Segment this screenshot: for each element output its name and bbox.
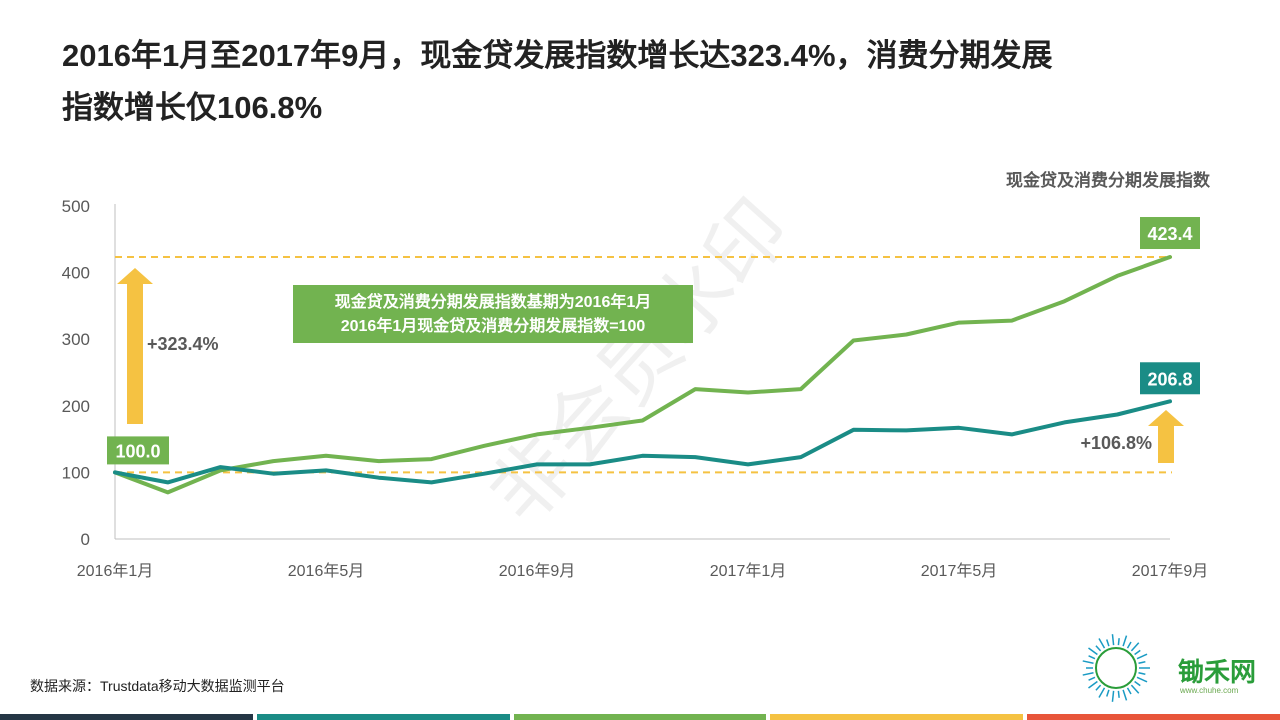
sunburst-ray <box>1111 690 1115 702</box>
sunburst-ray <box>1098 687 1106 698</box>
y-tick-label: 0 <box>81 530 90 549</box>
x-tick-label: 2017年1月 <box>710 562 787 580</box>
sunburst-ray <box>1136 653 1148 660</box>
base-period-note-line: 2016年1月现金贷及消费分期发展指数=100 <box>341 316 646 335</box>
value-label: 206.8 <box>1147 369 1192 389</box>
sunburst-ray <box>1136 676 1148 683</box>
value-label: 423.4 <box>1147 224 1192 244</box>
sunburst-ray <box>1082 672 1094 676</box>
x-tick-label: 2017年9月 <box>1132 562 1209 580</box>
page-title-line-2: 指数增长仅106.8% <box>62 90 323 125</box>
y-tick-label: 200 <box>62 397 90 416</box>
sunburst-ray <box>1106 639 1110 647</box>
footer-color-bar <box>0 714 1280 720</box>
sunburst-ray <box>1095 684 1102 691</box>
chart-title: 现金贷及消费分期发展指数 <box>1006 171 1210 190</box>
sunburst-ray <box>1134 649 1141 656</box>
sunburst-ray <box>1134 680 1141 687</box>
base-period-note-line: 现金贷及消费分期发展指数基期为2016年1月 <box>335 292 652 311</box>
sunburst-ray <box>1122 689 1128 701</box>
sunburst-ray <box>1098 638 1106 649</box>
value-label-box <box>107 436 169 465</box>
x-tick-label: 2016年9月 <box>499 562 576 580</box>
x-tick-label: 2016年5月 <box>288 562 365 580</box>
value-label-box <box>1140 217 1200 250</box>
sunburst-ray <box>1122 635 1128 647</box>
footer-segment <box>0 714 253 720</box>
footer-segment <box>770 714 1024 720</box>
logo-url: www.chuhe.com <box>1180 686 1239 695</box>
growth-arrow-icon <box>1148 410 1184 463</box>
sunburst-ray <box>1082 660 1094 664</box>
sunburst-ray <box>1117 690 1120 698</box>
sunburst-ray <box>1126 687 1132 695</box>
sunburst-ray <box>1130 684 1140 694</box>
logo-text: 锄禾网 <box>1178 657 1257 687</box>
sunburst-logo-icon <box>1082 634 1150 702</box>
page-title-line-1: 2016年1月至2017年9月，现金贷发展指数增长达323.4%，消费分期发展 <box>62 38 1053 73</box>
footer-segment <box>513 714 767 720</box>
footer-segment <box>256 714 510 720</box>
y-tick-label: 100 <box>62 463 90 482</box>
sunburst-ray <box>1138 661 1146 664</box>
y-tick-label: 500 <box>62 197 90 216</box>
series-line-2 <box>113 399 1172 485</box>
sunburst-ray <box>1088 647 1098 656</box>
value-label: 100.0 <box>115 441 160 461</box>
growth-arrow-icon <box>117 268 153 424</box>
footer-segment <box>1027 714 1280 720</box>
sunburst-ray <box>1088 655 1096 660</box>
series-line-1 <box>113 255 1172 495</box>
sunburst-ray <box>1138 672 1146 675</box>
x-tick-label: 2017年5月 <box>921 562 998 580</box>
value-label-box <box>1140 362 1200 395</box>
growth-annotation: +323.4% <box>147 334 219 354</box>
sunburst-ray <box>1126 641 1132 649</box>
watermark-text: 非会员水印 <box>471 182 808 541</box>
growth-annotation: +106.8% <box>1080 433 1152 453</box>
y-tick-label: 300 <box>62 330 90 349</box>
chuhe-logo: 锄禾网 www.chuhe.com <box>1058 632 1273 704</box>
x-tick-label: 2016年1月 <box>77 562 154 580</box>
sunburst-ray <box>1130 642 1140 652</box>
sunburst-ray <box>1117 638 1120 646</box>
sunburst-ray <box>1095 645 1102 652</box>
data-source: 数据来源：Trustdata移动大数据监测平台 <box>30 678 285 694</box>
sunburst-ray <box>1111 634 1115 646</box>
y-tick-label: 400 <box>62 264 90 283</box>
sunburst-ray <box>1088 680 1098 689</box>
sunburst-ray <box>1088 676 1096 681</box>
base-period-note-box <box>293 285 693 343</box>
sunburst-ray <box>1106 689 1110 697</box>
page-title: 2016年1月至2017年9月，现金贷发展指数增长达323.4%，消费分期发展 … <box>62 30 1202 134</box>
